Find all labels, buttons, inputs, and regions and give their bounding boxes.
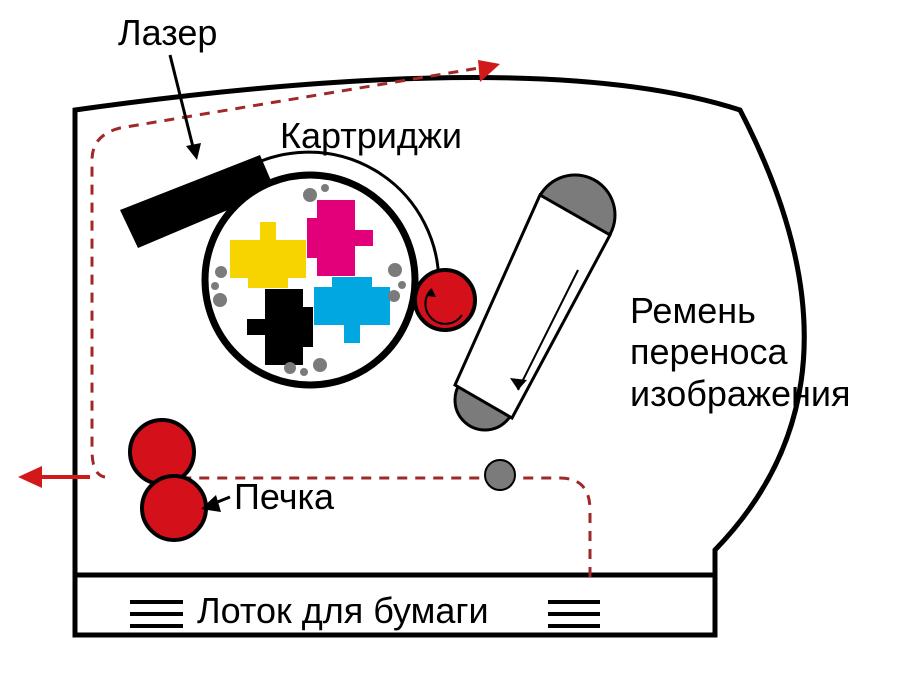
printer-diagram: Лазер Картриджи Печка Ремень переноса из… — [0, 0, 900, 678]
belt-label: Ремень переноса изображения — [630, 290, 850, 414]
laser-label: Лазер — [118, 12, 217, 53]
cartridges-label: Картриджи — [280, 115, 462, 156]
cartridge-carousel — [205, 175, 415, 385]
fuser-bottom-roller — [142, 476, 206, 540]
paper-exit-arrow-icon — [18, 466, 42, 488]
paper-tray-label: Лоток для бумаги — [197, 590, 489, 631]
transfer-roller — [415, 270, 475, 330]
fuser-label: Печка — [234, 476, 334, 517]
fuser-top-roller — [130, 420, 194, 484]
pickup-roller — [485, 460, 515, 490]
